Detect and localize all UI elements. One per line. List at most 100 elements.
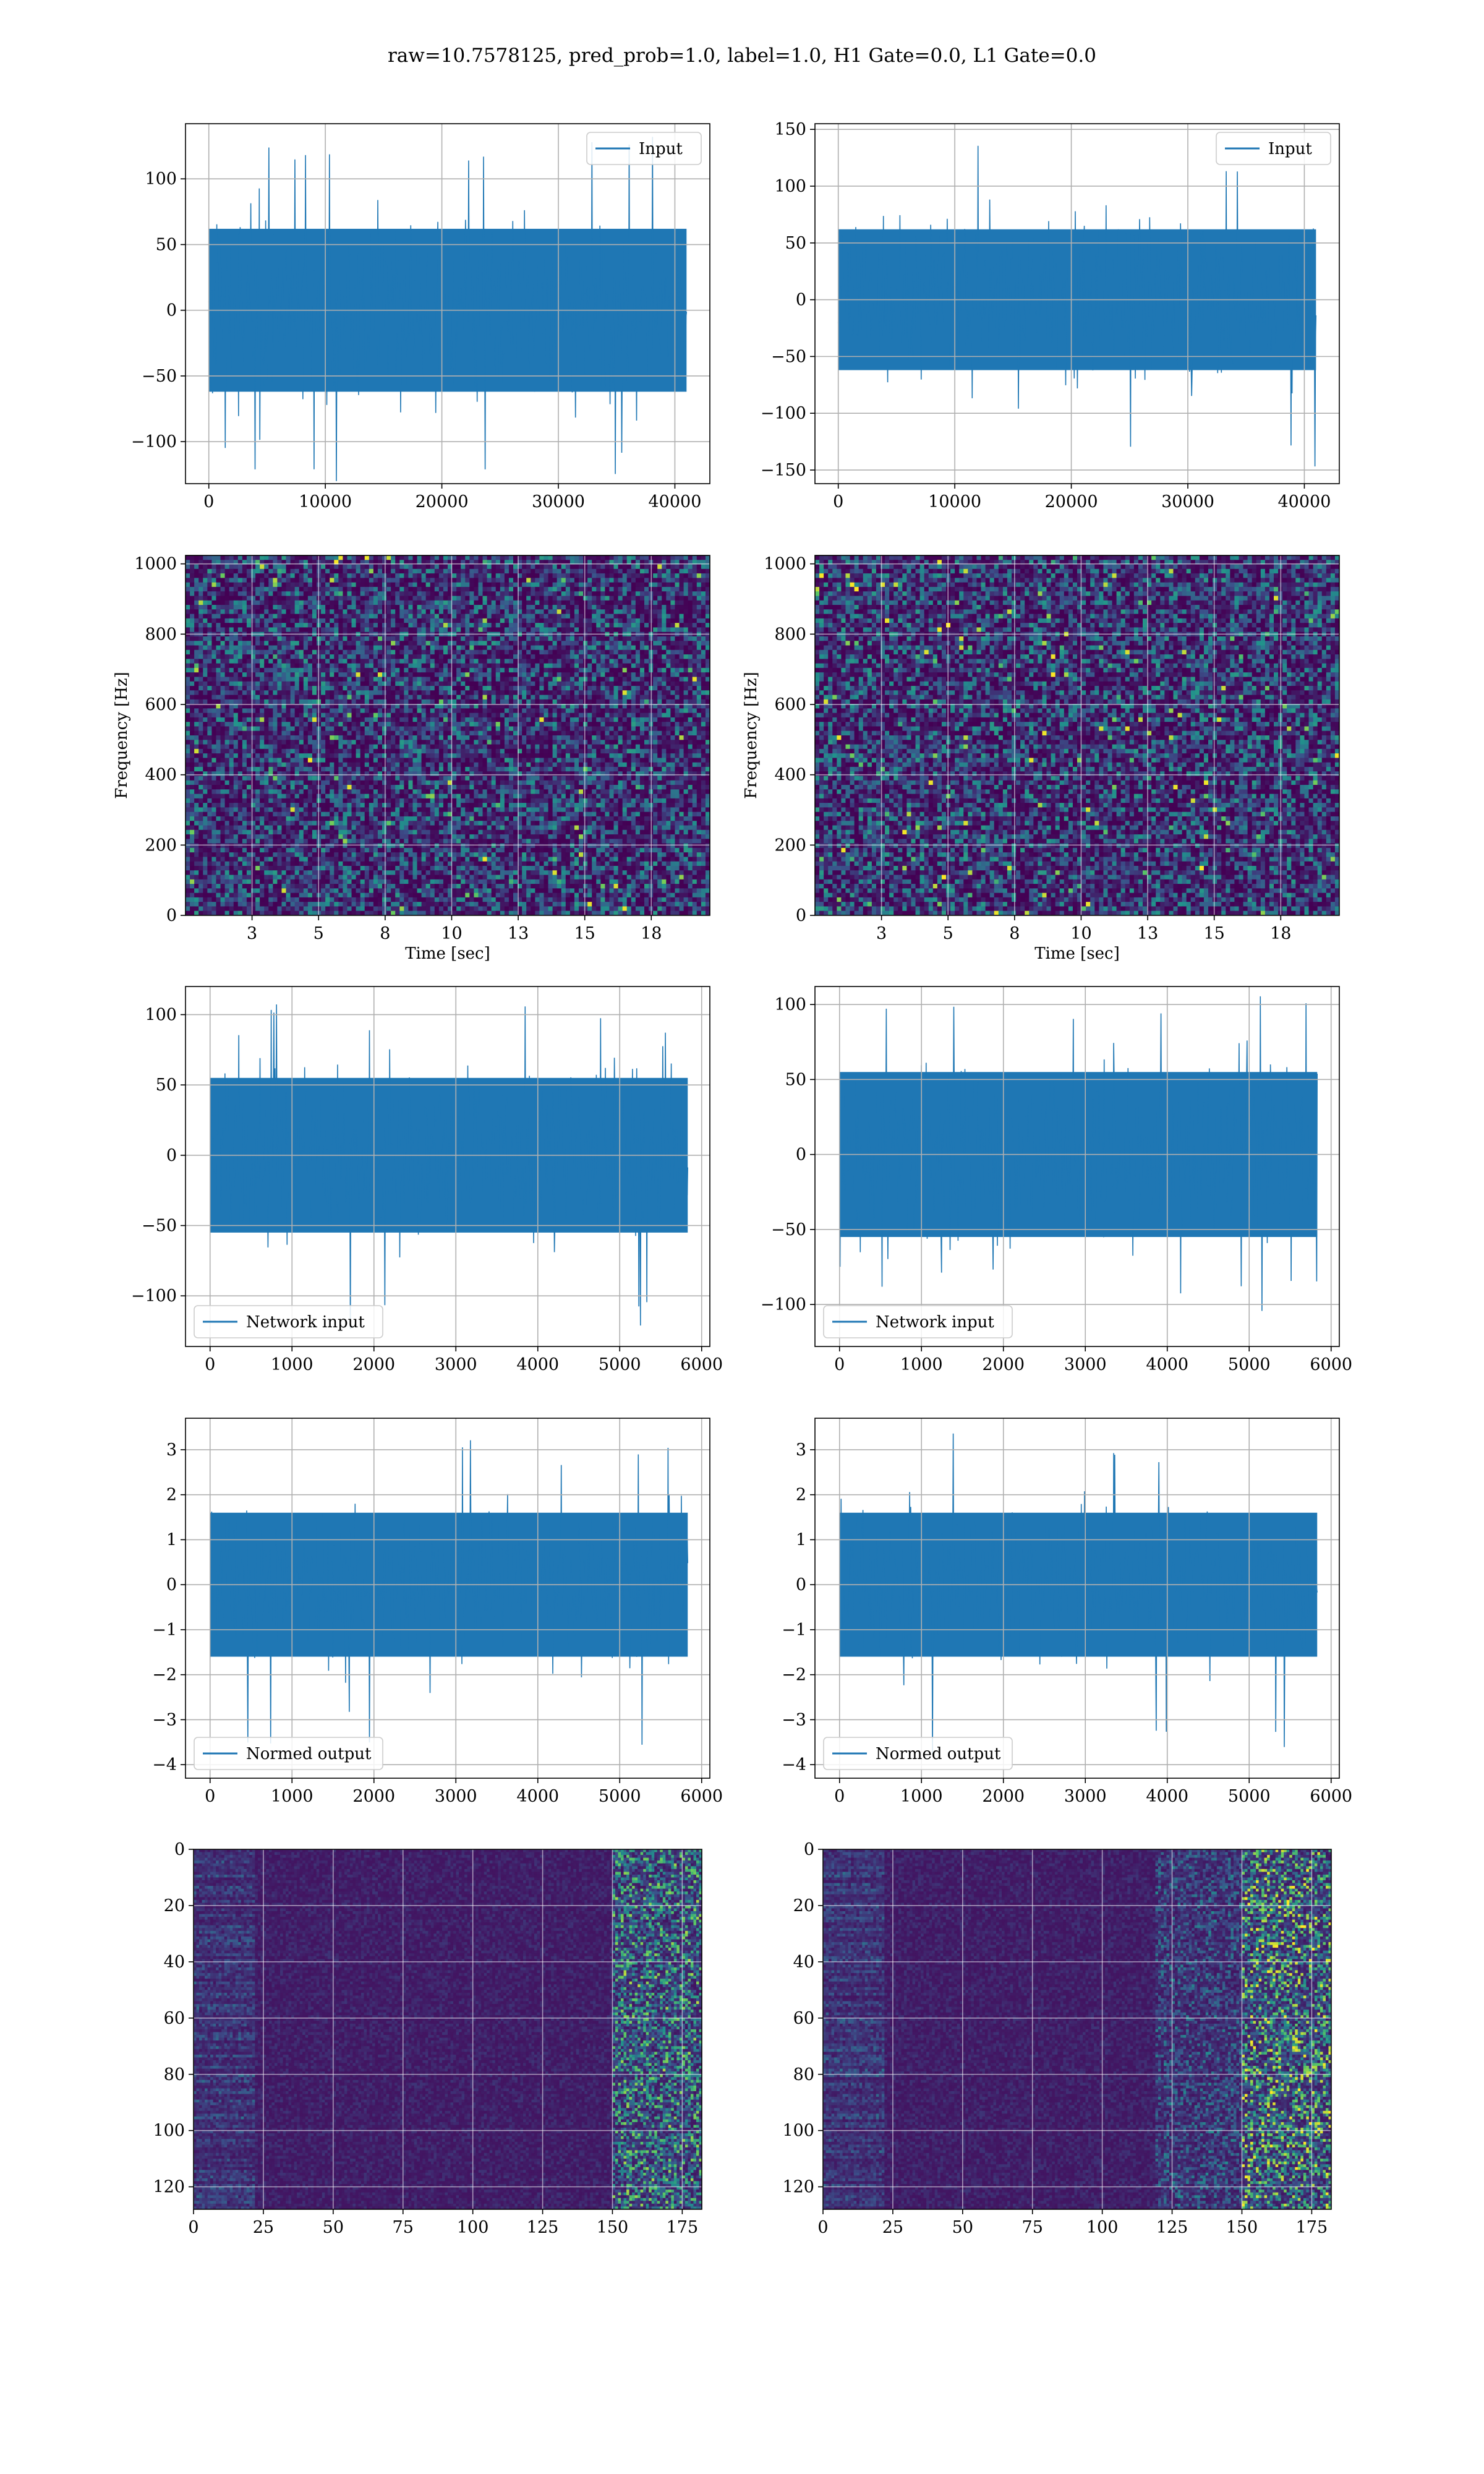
heatmap-cell	[579, 569, 584, 574]
heatmap-cell	[264, 587, 269, 592]
heatmap-cell	[474, 682, 479, 687]
heatmap-cell	[264, 722, 269, 727]
heatmap-cell	[417, 587, 422, 592]
heatmap-cell	[386, 677, 391, 682]
heatmap-cell	[360, 659, 365, 664]
heatmap-cell	[456, 682, 461, 687]
heatmap-cell	[255, 682, 260, 687]
heatmap-cell	[561, 735, 566, 740]
heatmap-cell	[264, 708, 269, 713]
heatmap-cell	[312, 614, 317, 619]
heatmap-cell	[513, 677, 518, 682]
heatmap-cell	[194, 664, 199, 669]
heatmap-cell	[242, 731, 247, 736]
heatmap-cell	[330, 627, 335, 632]
heatmap-cell	[461, 627, 466, 632]
heatmap-cell	[579, 641, 584, 646]
heatmap-cell	[295, 605, 300, 610]
heatmap-cell	[701, 555, 706, 560]
heatmap-cell	[557, 695, 562, 700]
heatmap-cell	[391, 686, 396, 691]
heatmap-cell	[526, 596, 531, 601]
heatmap-cell	[618, 636, 623, 641]
heatmap-cell	[286, 623, 291, 628]
heatmap-cell	[644, 591, 649, 596]
heatmap-cell	[308, 668, 313, 673]
heatmap-cell	[247, 735, 252, 740]
heatmap-cell	[535, 664, 540, 669]
heatmap-cell	[229, 573, 234, 578]
heatmap-cell	[574, 682, 579, 687]
heatmap-cell	[334, 583, 339, 588]
heatmap-cell	[500, 668, 505, 673]
heatmap-cell	[242, 578, 247, 583]
heatmap-cell	[653, 555, 658, 560]
heatmap-cell	[426, 555, 431, 560]
heatmap-cell	[264, 713, 269, 718]
heatmap-cell	[299, 654, 304, 659]
heatmap-cell	[609, 664, 614, 669]
heatmap-cell	[216, 677, 221, 682]
heatmap-cell	[352, 726, 357, 731]
heatmap-cell	[264, 605, 269, 610]
heatmap-cell	[596, 700, 601, 704]
heatmap-cell	[229, 722, 234, 727]
heatmap-cell	[417, 708, 422, 713]
heatmap-cell	[356, 646, 361, 651]
heatmap-cell	[688, 587, 693, 592]
heatmap-cell	[574, 668, 579, 673]
heatmap-cell	[531, 654, 535, 659]
heatmap-cell	[273, 618, 278, 623]
heatmap-cell	[338, 636, 343, 641]
heatmap-cell	[452, 636, 457, 641]
heatmap-cell	[186, 573, 190, 578]
heatmap-cell	[670, 591, 675, 596]
heatmap-cell	[509, 627, 514, 632]
heatmap-cell	[417, 664, 422, 669]
heatmap-cell	[469, 668, 474, 673]
heatmap-cell	[478, 708, 483, 713]
heatmap-cell	[435, 587, 440, 592]
heatmap-cell	[203, 690, 208, 695]
heatmap-cell	[596, 722, 601, 727]
heatmap-cell	[596, 713, 601, 718]
heatmap-cell	[399, 565, 404, 570]
heatmap-cell	[347, 654, 352, 659]
heatmap-cell	[592, 659, 597, 664]
heatmap-cell	[264, 672, 269, 677]
heatmap-cell	[557, 636, 562, 641]
heatmap-cell	[343, 565, 348, 570]
heatmap-cell	[461, 700, 466, 704]
heatmap-cell	[631, 605, 636, 610]
heatmap-cell	[295, 555, 300, 560]
heatmap-cell	[268, 682, 273, 687]
heatmap-cell	[609, 591, 614, 596]
heatmap-cell	[465, 726, 470, 731]
heatmap-cell	[417, 578, 422, 583]
heatmap-cell	[417, 623, 422, 628]
heatmap-cell	[399, 636, 404, 641]
heatmap-cell	[356, 614, 361, 619]
heatmap-cell	[684, 596, 689, 601]
heatmap-cell	[535, 605, 540, 610]
heatmap-cell	[500, 708, 505, 713]
heatmap-cell	[487, 690, 492, 695]
heatmap-cell	[207, 726, 212, 731]
heatmap-cell	[190, 726, 195, 731]
heatmap-cell	[430, 700, 435, 704]
heatmap-cell	[500, 664, 505, 669]
heatmap-cell	[281, 641, 286, 646]
heatmap-cell	[662, 682, 667, 687]
heatmap-cell	[662, 690, 667, 695]
heatmap-cell	[255, 614, 260, 619]
heatmap-cell	[373, 654, 378, 659]
heatmap-cell	[693, 587, 697, 592]
heatmap-cell	[356, 708, 361, 713]
heatmap-cell	[492, 695, 497, 700]
heatmap-cell	[644, 587, 649, 592]
heatmap-cell	[343, 587, 348, 592]
heatmap-cell	[618, 668, 623, 673]
heatmap-cell	[623, 722, 628, 727]
heatmap-cell	[566, 654, 571, 659]
heatmap-cell	[557, 664, 562, 669]
